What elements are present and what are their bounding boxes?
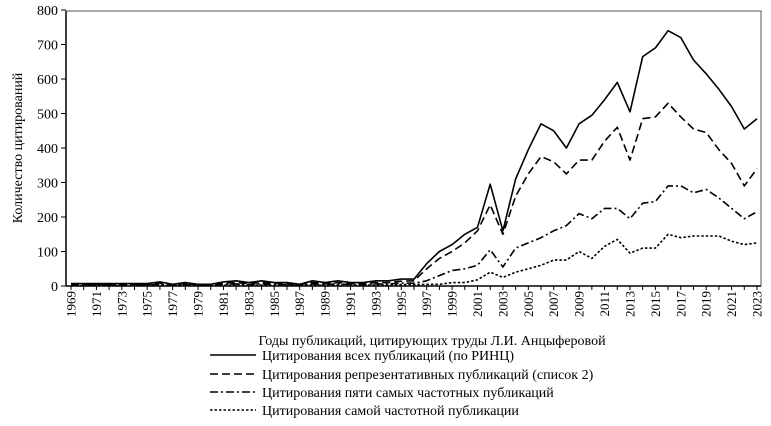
x-tick-label: 1991: [343, 291, 358, 317]
legend-label-3: Цитирования пяти самых частотных публика…: [262, 386, 554, 401]
x-tick-label: 2005: [521, 291, 536, 317]
x-tick-label: 1985: [267, 291, 282, 317]
plot-frame: [65, 10, 762, 287]
legend-label-2: Цитирования репрезентативных публикаций …: [262, 368, 594, 383]
y-tick-label: 100: [37, 246, 58, 261]
y-axis-label: Количество цитирований: [11, 72, 26, 223]
x-tick-label: 2013: [622, 291, 637, 317]
x-tick-label: 1999: [445, 291, 460, 317]
y-tick-label: 200: [37, 211, 58, 226]
x-tick-label: 1981: [216, 291, 231, 317]
x-axis-label: Годы публикаций, цитирующих труды Л.И. А…: [258, 334, 606, 349]
x-tick-label: 2009: [572, 291, 587, 317]
x-tick-label: 1979: [191, 291, 206, 317]
y-tick-label: 700: [37, 39, 58, 54]
series-line-2: [71, 102, 758, 286]
series-line-4: [71, 233, 758, 287]
legend: Цитирования всех публикаций (по РИНЦ) Цит…: [210, 349, 594, 419]
x-tick-label: 2003: [495, 291, 510, 317]
series-line-3: [71, 185, 758, 287]
x-tick-label: 2011: [597, 291, 612, 317]
y-tick-label: 0: [51, 280, 58, 295]
x-tick-label: 1977: [165, 291, 180, 318]
x-tick-label: 1987: [292, 291, 307, 318]
y-tick-label: 600: [37, 73, 58, 88]
x-tick-label: 1969: [64, 291, 79, 317]
legend-label-4: Цитирования самой частотной публикации: [262, 404, 519, 419]
x-tick-label: 2023: [750, 291, 765, 317]
y-tick-label: 400: [37, 142, 58, 157]
legend-label-1: Цитирования всех публикаций (по РИНЦ): [262, 349, 514, 364]
series-line-1: [71, 29, 758, 286]
x-tick-label: 1989: [318, 291, 333, 317]
series-group: [71, 29, 758, 287]
y-tick-label: 800: [37, 4, 58, 19]
x-tick-label: 1997: [419, 291, 434, 318]
x-tick-label: 2017: [673, 291, 688, 318]
x-tick-label: 1975: [140, 291, 155, 317]
x-tick-label: 1995: [394, 291, 409, 317]
x-tick-label: 2019: [699, 291, 714, 317]
y-tick-label: 300: [37, 177, 58, 192]
x-tick-label: 2021: [724, 291, 739, 317]
x-tick-label: 1993: [368, 291, 383, 317]
x-tick-label: 2015: [648, 291, 663, 317]
x-tick-label: 1971: [89, 291, 104, 317]
x-tick-label: 2001: [470, 291, 485, 317]
x-tick-label: 2007: [546, 291, 561, 318]
x-tick-label: 1973: [114, 291, 129, 317]
y-tick-label: 500: [37, 108, 58, 123]
x-tick-label: 1983: [241, 291, 256, 317]
axes: 0 100 200 300 400 500 600 700 800 1969 1971 1973 197…: [37, 4, 765, 317]
